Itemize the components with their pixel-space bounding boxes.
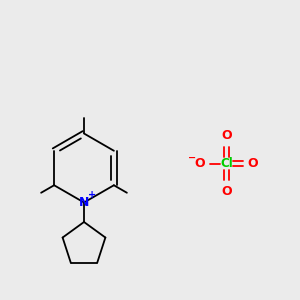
Text: O: O [195,157,205,170]
Text: +: + [88,190,96,200]
Text: O: O [248,157,258,170]
Text: Cl: Cl [220,157,233,170]
Text: N: N [79,196,89,209]
Text: O: O [221,185,232,198]
Text: −: − [188,153,196,163]
Text: O: O [221,129,232,142]
